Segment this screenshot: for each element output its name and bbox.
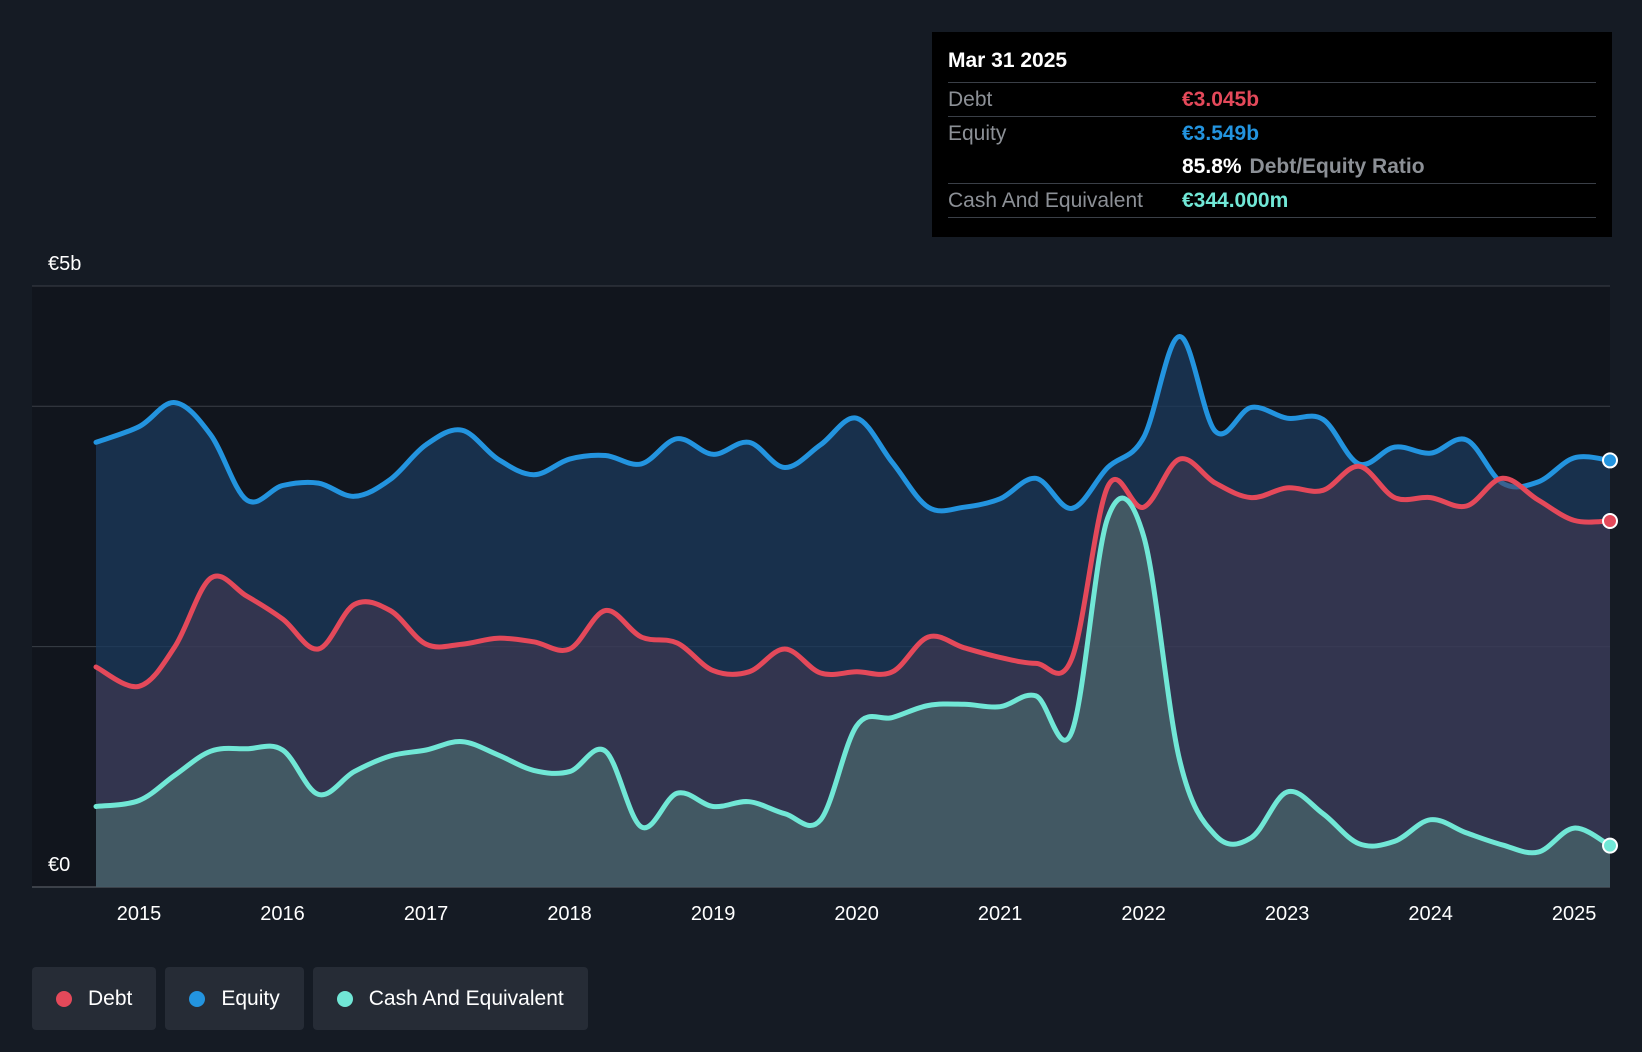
x-tick-label: 2025 bbox=[1552, 903, 1597, 925]
cash-line bbox=[93, 495, 1613, 856]
tooltip-debt-value: €3.045b bbox=[1182, 87, 1260, 111]
tooltip-row-equity: Equity €3.549b bbox=[948, 116, 1596, 150]
tooltip-ratio-label: Debt/Equity Ratio bbox=[1249, 154, 1425, 178]
x-tick-label: 2016 bbox=[260, 903, 305, 925]
tooltip-row-ratio: 85.8% Debt/Equity Ratio bbox=[948, 150, 1596, 183]
x-tick-label: 2023 bbox=[1265, 903, 1310, 925]
x-tick-label: 2024 bbox=[1408, 903, 1453, 925]
tooltip-row-debt: Debt €3.045b bbox=[948, 82, 1596, 116]
marker-layer bbox=[1602, 452, 1618, 854]
legend-label-equity: Equity bbox=[221, 986, 280, 1010]
tooltip-debt-label: Debt bbox=[948, 87, 993, 111]
legend-item-cash[interactable]: Cash And Equivalent bbox=[312, 967, 588, 1030]
tooltip-cash-label: Cash And Equivalent bbox=[948, 188, 1143, 212]
tooltip-row-cash: Cash And Equivalent €344.000m bbox=[948, 183, 1596, 218]
tooltip: Mar 31 2025 Debt €3.045b Equity €3.549b … bbox=[932, 32, 1612, 237]
cash-area bbox=[96, 498, 1610, 887]
legend-label-debt: Debt bbox=[88, 986, 133, 1010]
series-layer bbox=[93, 334, 1613, 888]
debt-end-marker bbox=[1602, 512, 1618, 529]
legend-item-debt[interactable]: Debt bbox=[32, 967, 157, 1030]
axis-layer: 2015 2016 2017 2018 2019 2020 2021 2022 2023 2024… bbox=[48, 253, 1596, 925]
x-tick-label: 2015 bbox=[117, 903, 162, 925]
debt-line bbox=[93, 456, 1613, 690]
tooltip-equity-value: €3.549b bbox=[1182, 121, 1260, 145]
tooltip-equity-label: Equity bbox=[948, 121, 1007, 145]
tooltip-cash-value: €344.000m bbox=[1182, 188, 1289, 212]
equity-line bbox=[93, 334, 1613, 514]
x-tick-label: 2022 bbox=[1121, 903, 1166, 925]
x-tick-label: 2021 bbox=[978, 903, 1023, 925]
x-tick-label: 2018 bbox=[547, 903, 592, 925]
equity-end-marker bbox=[1602, 452, 1618, 469]
legend-dot-cash-icon bbox=[336, 990, 353, 1007]
tooltip-date: Mar 31 2025 bbox=[948, 49, 1068, 72]
x-tick-label: 2019 bbox=[691, 903, 736, 925]
legend-dot-equity-icon bbox=[189, 990, 206, 1007]
x-tick-label: 2017 bbox=[404, 903, 449, 925]
legend-dot-debt-icon bbox=[56, 990, 72, 1007]
legend-label-cash: Cash And Equivalent bbox=[368, 986, 564, 1010]
legend-item-equity[interactable]: Equity bbox=[165, 967, 304, 1030]
legend: Debt Equity Cash And Equivalent bbox=[32, 967, 588, 1030]
cash-end-marker bbox=[1602, 837, 1618, 854]
tooltip-ratio-value: 85.8% bbox=[1182, 154, 1242, 178]
y-tick-label: €5b bbox=[48, 253, 81, 275]
y-tick-label: €0 bbox=[48, 854, 70, 876]
x-tick-label: 2020 bbox=[834, 903, 879, 925]
